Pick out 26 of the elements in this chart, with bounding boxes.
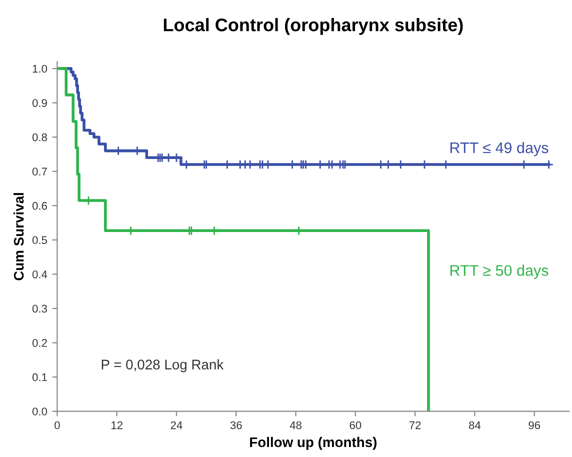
y-tick-label: 0.4 <box>32 270 48 278</box>
x-tick-label: 96 <box>528 421 540 430</box>
annotation: P = 0,028 Log Rank <box>102 359 224 372</box>
y-tick-label: 1.0 <box>32 64 48 73</box>
y-tick-label: 0.8 <box>32 133 47 142</box>
x-tick-label: 72 <box>409 421 421 430</box>
x-tick-label: 60 <box>350 421 362 430</box>
x-tick-label: 36 <box>230 421 242 430</box>
y-tick-label: 0.5 <box>32 236 48 244</box>
series-label: RTT ≤ 49 days <box>450 142 548 156</box>
x-axis-title: Follow up (months) <box>250 436 377 450</box>
x-tick-label: 48 <box>290 421 302 430</box>
y-tick-label: 0.0 <box>32 408 48 416</box>
y-axis-title: Cum Survival <box>14 193 24 280</box>
y-tick-label: 0.9 <box>32 99 47 107</box>
x-tick-label: 24 <box>170 421 182 430</box>
y-tick-label: 0.1 <box>32 373 47 382</box>
chart-title: Local Control (oropharynx subsite) <box>164 18 463 35</box>
x-tick-label: 12 <box>112 421 122 430</box>
x-tick-label: 0 <box>54 421 60 430</box>
y-tick-label: 0.7 <box>32 168 47 176</box>
series-label: RTT ≥ 50 days <box>450 264 548 279</box>
y-tick-label: 0.6 <box>32 202 47 210</box>
y-tick-label: 0.2 <box>32 339 47 347</box>
x-tick-label: 84 <box>469 421 481 430</box>
y-tick-label: 0.3 <box>32 304 47 313</box>
